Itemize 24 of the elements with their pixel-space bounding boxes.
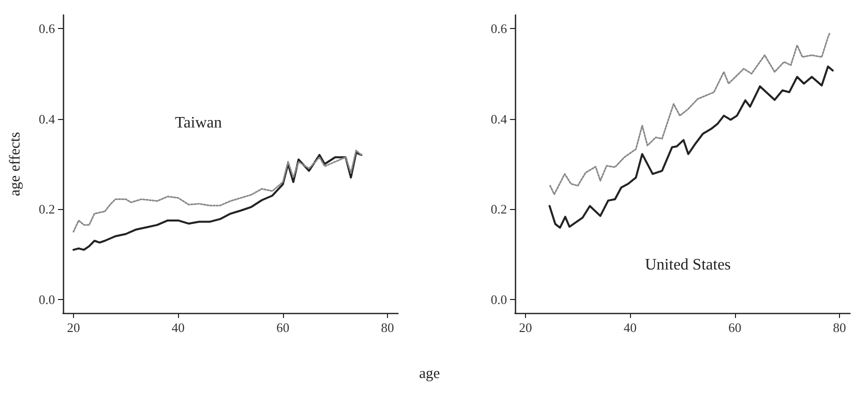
y-tick-label: 0.6: [490, 21, 508, 36]
line-series: [548, 65, 834, 229]
x-tick-label: 40: [624, 320, 637, 335]
x-tick-label: 80: [833, 320, 846, 335]
x-tick-label: 60: [728, 320, 742, 335]
annotation: United States: [645, 256, 731, 274]
line-series: [72, 150, 362, 233]
y-tick-label: 0.2: [490, 202, 507, 217]
y-axis-title: age effects: [8, 132, 24, 196]
x-axis-title: age: [418, 366, 441, 383]
line-series: [72, 152, 362, 251]
x-tick-label: 20: [518, 320, 532, 335]
y-tick-label: 0.0: [490, 292, 507, 307]
annotation: Taiwan: [175, 114, 222, 132]
y-tick-label: 0.4: [490, 111, 508, 126]
x-tick-label: 20: [66, 320, 80, 335]
y-tick-label: 0.4: [38, 111, 56, 126]
line-series: [549, 32, 830, 196]
x-tick-label: 80: [381, 320, 394, 335]
y-tick-label: 0.2: [38, 202, 55, 217]
y-tick-label: 0.6: [38, 21, 56, 36]
x-tick-label: 60: [276, 320, 290, 335]
x-tick-label: 40: [172, 320, 185, 335]
y-tick-label: 0.0: [38, 292, 55, 307]
